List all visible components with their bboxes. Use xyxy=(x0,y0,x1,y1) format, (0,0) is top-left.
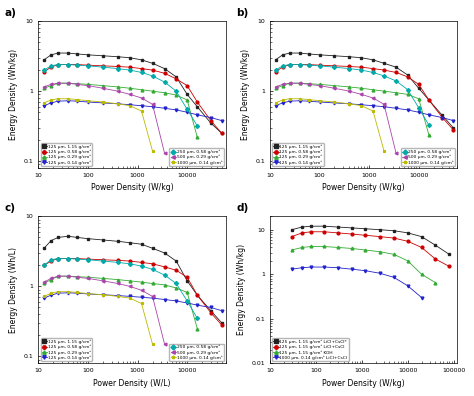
X-axis label: Power Density (W/kg): Power Density (W/kg) xyxy=(91,183,173,192)
X-axis label: Power Density (W/L): Power Density (W/L) xyxy=(93,379,171,388)
Text: b): b) xyxy=(236,8,248,18)
Y-axis label: Energy Density (Wh/kg): Energy Density (Wh/kg) xyxy=(237,244,246,335)
Legend: 250 μm, 0.58 g/cm³, 500 μm, 0.29 g/cm³, 1000 μm, 0.14 g/cm³: 250 μm, 0.58 g/cm³, 500 μm, 0.29 g/cm³, … xyxy=(401,148,455,166)
Legend: 250 μm, 0.58 g/cm³, 500 μm, 0.29 g/cm³, 1000 μm, 0.14 g/cm³: 250 μm, 0.58 g/cm³, 500 μm, 0.29 g/cm³, … xyxy=(170,344,224,361)
Text: c): c) xyxy=(5,204,16,213)
Y-axis label: Energy Density (Wh/kg): Energy Density (Wh/kg) xyxy=(241,49,250,140)
X-axis label: Power Density (W/kg): Power Density (W/kg) xyxy=(322,183,405,192)
X-axis label: Power Density (W/kg): Power Density (W/kg) xyxy=(322,379,405,388)
Y-axis label: Energy Density (Wh/kg): Energy Density (Wh/kg) xyxy=(9,49,18,140)
Text: a): a) xyxy=(5,8,17,18)
Y-axis label: Energy Density (Wh/L): Energy Density (Wh/L) xyxy=(9,247,18,333)
Legend: 125 μm, 1.15 g/cm³ LiCl+CsCl*, 125 μm, 1.15 g/cm³ LiCl+CsCl, 125 μm, 1.15 g/cm³ : 125 μm, 1.15 g/cm³ LiCl+CsCl*, 125 μm, 1… xyxy=(272,338,348,361)
Legend: 250 μm, 0.58 g/cm³, 500 μm, 0.29 g/cm³, 1000 μm, 0.14 g/cm³: 250 μm, 0.58 g/cm³, 500 μm, 0.29 g/cm³, … xyxy=(170,148,224,166)
Text: d): d) xyxy=(236,204,248,213)
